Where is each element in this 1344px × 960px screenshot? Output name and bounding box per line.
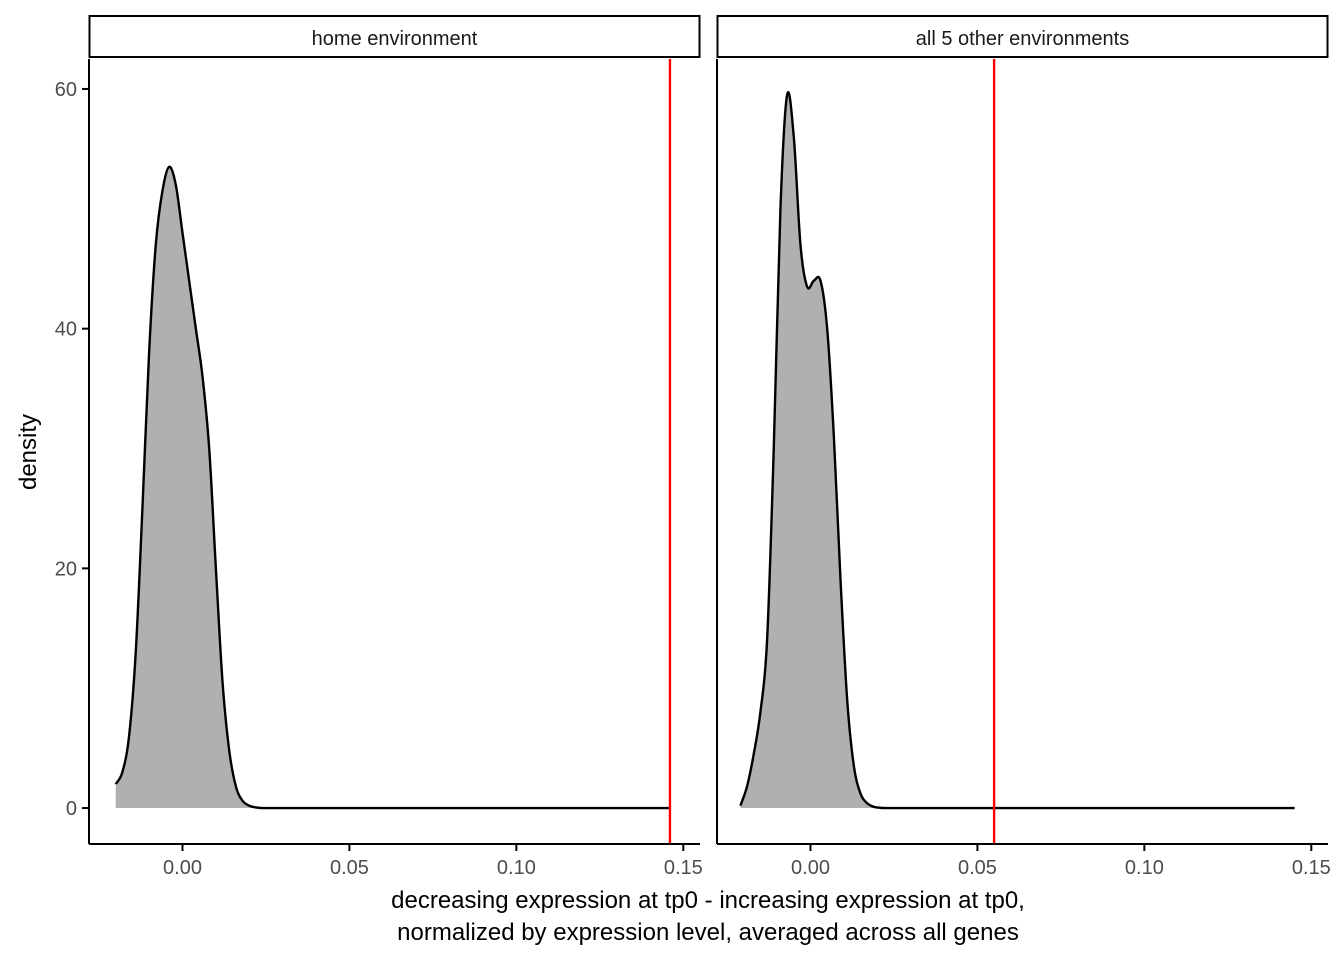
facet-panel-other: all 5 other environments 0.00 0.05 0.10 0.15: [716, 15, 1331, 879]
density-area-other: [740, 92, 1295, 809]
strip-box-home: [88, 15, 701, 58]
y-tick-label: 60: [55, 79, 77, 101]
y-axis-title: density: [15, 414, 42, 490]
density-area-home: [115, 166, 670, 809]
x-tick-label-home: 0.05: [330, 857, 369, 879]
y-tick-label: 40: [55, 319, 77, 341]
x-tick-label-home: 0.10: [497, 857, 536, 879]
x-tick-label-other: 0.05: [958, 857, 997, 879]
strip-label-home: home environment: [312, 28, 478, 50]
x-tick-label-home: 0.00: [163, 857, 202, 879]
density-line-other: [739, 91, 1295, 810]
x-axis-title-line-2: normalized by expression level, averaged…: [397, 919, 1019, 946]
strip-label-other: all 5 other environments: [916, 28, 1129, 50]
x-tick-label-other: 0.00: [791, 857, 830, 879]
facet-panel-home: home environment 0.00 0.05 0.10 0.15 0 20 40 60: [55, 15, 703, 879]
density-line-home: [114, 165, 670, 810]
x-tick-label-other: 0.10: [1125, 857, 1164, 879]
x-axis-title-line-1: decreasing expression at tp0 - increasin…: [391, 887, 1025, 914]
x-tick-label-home: 0.15: [664, 857, 703, 879]
y-tick-label: 20: [55, 558, 77, 580]
x-tick-label-other: 0.15: [1292, 857, 1331, 879]
y-tick-label: 0: [66, 798, 77, 820]
strip-box-other: [716, 15, 1329, 58]
facet-panels: home environment 0.00 0.05 0.10 0.15 0 20 40 60 a…: [55, 15, 1331, 879]
